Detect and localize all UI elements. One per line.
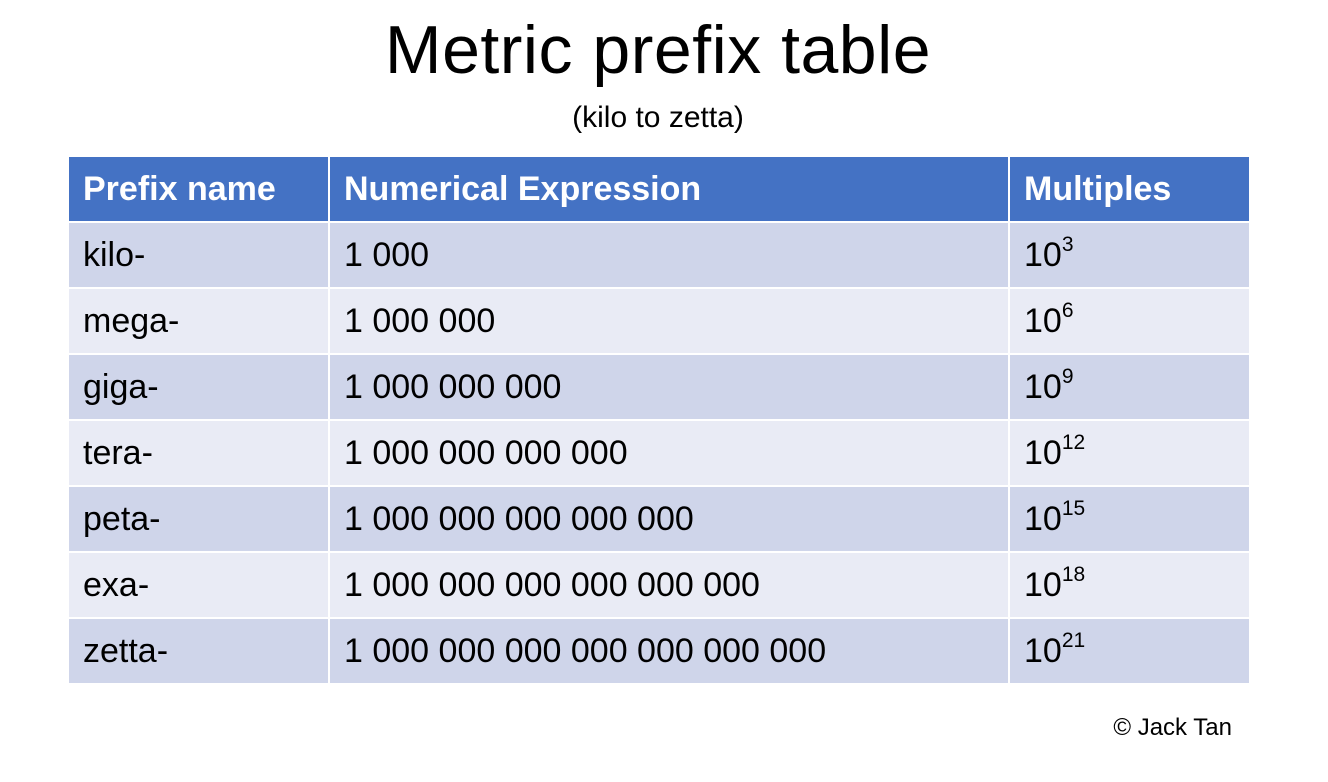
- multiple-exponent: 21: [1061, 628, 1086, 652]
- table-row: giga- 1 000 000 000 109: [67, 353, 1251, 421]
- multiple-base: 10: [1024, 631, 1062, 670]
- expression-cell: 1 000 000 000 000: [328, 419, 1010, 487]
- header-prefix-name: Prefix name: [67, 155, 330, 223]
- header-numerical-expression: Numerical Expression: [328, 155, 1010, 223]
- table-row: peta- 1 000 000 000 000 000 1015: [67, 485, 1251, 553]
- prefix-cell: mega-: [67, 287, 330, 355]
- multiple-cell: 109: [1008, 353, 1251, 421]
- header-multiples: Multiples: [1008, 155, 1251, 223]
- multiple-exponent: 18: [1061, 562, 1086, 586]
- expression-cell: 1 000 000 000: [328, 353, 1010, 421]
- multiple-base: 10: [1024, 565, 1062, 604]
- prefix-cell: zetta-: [67, 617, 330, 685]
- multiple-base: 10: [1024, 301, 1062, 340]
- multiple-base: 10: [1024, 367, 1062, 406]
- table-row: kilo- 1 000 103: [67, 221, 1251, 289]
- expression-cell: 1 000: [328, 221, 1010, 289]
- metric-prefix-table: Prefix name Numerical Expression Multipl…: [67, 155, 1251, 685]
- multiple-cell: 106: [1008, 287, 1251, 355]
- multiple-cell: 1012: [1008, 419, 1251, 487]
- prefix-cell: tera-: [67, 419, 330, 487]
- multiple-exponent: 6: [1061, 298, 1074, 322]
- expression-cell: 1 000 000: [328, 287, 1010, 355]
- copyright-notice: © Jack Tan: [1113, 714, 1232, 741]
- expression-cell: 1 000 000 000 000 000: [328, 485, 1010, 553]
- expression-cell: 1 000 000 000 000 000 000: [328, 551, 1010, 619]
- multiple-base: 10: [1024, 235, 1062, 274]
- multiple-exponent: 9: [1061, 364, 1074, 388]
- table-header-row: Prefix name Numerical Expression Multipl…: [67, 155, 1251, 223]
- multiple-cell: 1018: [1008, 551, 1251, 619]
- multiple-base: 10: [1024, 433, 1062, 472]
- multiple-exponent: 15: [1061, 496, 1086, 520]
- page-title: Metric prefix table: [384, 12, 932, 88]
- table-row: tera- 1 000 000 000 000 1012: [67, 419, 1251, 487]
- multiple-cell: 103: [1008, 221, 1251, 289]
- multiple-base: 10: [1024, 499, 1062, 538]
- multiple-exponent: 3: [1061, 232, 1074, 256]
- table-row: zetta- 1 000 000 000 000 000 000 000 102…: [67, 617, 1251, 685]
- prefix-cell: kilo-: [67, 221, 330, 289]
- table-row: exa- 1 000 000 000 000 000 000 1018: [67, 551, 1251, 619]
- multiple-exponent: 12: [1061, 430, 1086, 454]
- table-row: mega- 1 000 000 106: [67, 287, 1251, 355]
- prefix-cell: exa-: [67, 551, 330, 619]
- page-subtitle: (kilo to zetta): [572, 101, 744, 134]
- expression-cell: 1 000 000 000 000 000 000 000: [328, 617, 1010, 685]
- prefix-cell: peta-: [67, 485, 330, 553]
- prefix-cell: giga-: [67, 353, 330, 421]
- multiple-cell: 1021: [1008, 617, 1251, 685]
- multiple-cell: 1015: [1008, 485, 1251, 553]
